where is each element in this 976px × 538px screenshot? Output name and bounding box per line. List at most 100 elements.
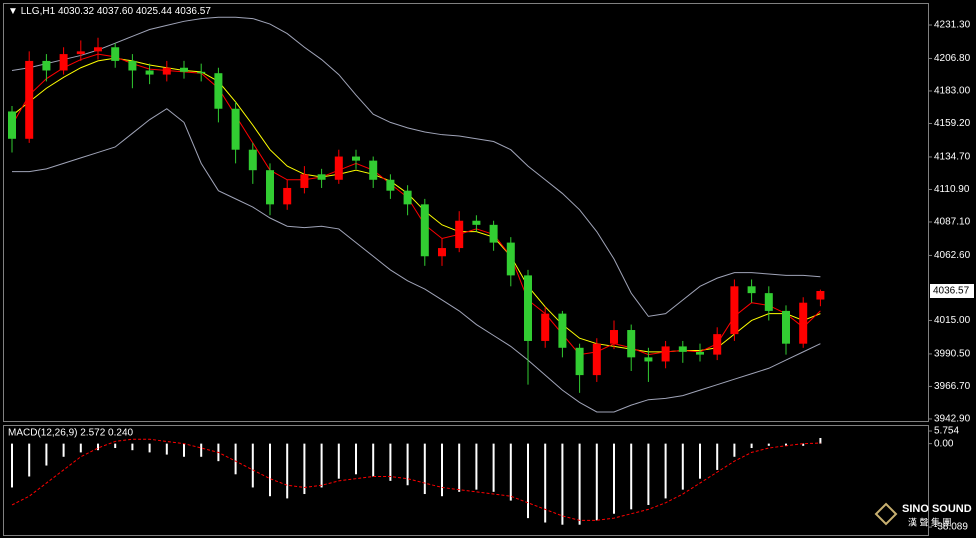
macd-bar [286,443,289,499]
y-tick-label: 4159.20 [934,118,971,129]
macd-bar [578,443,581,525]
macd-bar [45,443,48,466]
candle-body [661,346,670,362]
high-label: 4037.60 [97,6,134,17]
candle-body [369,160,378,180]
overlay-line [12,108,821,413]
macd-bar [647,443,650,505]
candle-body [386,179,395,191]
symbol: ▼ [8,6,21,17]
close-label: 4036.57 [175,6,212,17]
chart-header: ▼ LLG,H1 4030.32 4037.60 4025.44 4036.57 [8,6,211,17]
candle-body [162,67,171,75]
candle-body [59,54,68,71]
candle-body [8,111,16,139]
open-label: 4030.32 [58,6,95,17]
candle-body [678,346,687,352]
macd-bar [527,443,529,519]
macd-bar [750,443,753,449]
y-tick-label: 4134.70 [934,152,971,163]
macd-bar [183,443,185,457]
candle-body [248,149,257,171]
candle-body [747,286,756,294]
macd-bar [630,443,633,510]
candle-body [438,248,446,257]
macd-frame [3,425,929,536]
macd-title: MACD(12,26,9) 2.572 0.240 [8,428,134,439]
macd-bar [355,443,357,475]
candle-body [231,108,240,150]
price-marker [930,283,974,298]
y-tick-label: 4015.00 [934,315,971,326]
candle-body [575,347,584,376]
macd-bar [269,443,271,497]
price-frame [3,3,929,422]
candle-body [94,47,102,52]
candle-body [506,242,515,276]
candle-body [713,334,722,355]
macd-bar [423,443,426,495]
candle-body [696,351,704,355]
candle-body [42,60,51,71]
candle-body [214,73,223,109]
candle-body [455,220,464,249]
macd-bar [11,443,13,488]
y-tick-label: 3966.70 [934,381,971,392]
macd-bar [802,443,805,446]
macd-bar [492,443,495,492]
price-marker-label: 4036.57 [933,286,970,297]
macd-bar [406,443,409,486]
y-tick-label: 4087.10 [934,217,971,228]
candle-body [592,343,601,376]
macd-bar [372,443,375,477]
macd-bar [733,443,736,457]
macd-bar [681,443,684,490]
macd-bar [303,443,306,495]
y-tick-label: 4231.30 [934,20,971,31]
symbol-label: LLG,H1 [21,6,56,17]
y-tick-label: 0.00 [934,438,954,449]
macd-bar [785,443,787,446]
logo-icon [874,502,898,526]
y-tick-label: 4062.60 [934,250,971,261]
candle-body [627,330,636,358]
macd-bar [251,443,254,488]
y-tick-label: 3990.50 [934,349,971,360]
candle-body [266,170,274,205]
macd-bar [544,443,547,523]
macd-bar [819,437,822,444]
candle-body [524,275,532,341]
macd-bar [148,443,151,453]
candle-body [25,60,34,139]
candle-body [145,70,154,75]
candle-body [730,286,739,335]
candle-body [111,47,120,61]
macd-bar [114,443,117,449]
macd-bar [595,443,598,521]
y-tick-label: 4206.80 [934,53,971,64]
macd-bar [699,443,701,479]
candle-body [558,313,567,348]
macd-bar [234,443,237,475]
macd-bar [337,443,340,479]
macd-bar [716,443,719,470]
macd-bar [165,443,168,455]
macd-bar [200,443,203,457]
candle-body [283,187,292,205]
candle-body [334,156,343,180]
y-tick-label: 4183.00 [934,86,971,97]
macd-bar [320,443,323,488]
macd-bar [767,443,770,446]
candle-body [541,313,550,341]
logo-subtitle: 漢 聲 集 團 [908,516,952,527]
candle-body [799,302,808,344]
y-tick-label: 5.754 [934,426,959,437]
macd-bar [458,443,461,492]
macd-bar [509,443,512,501]
macd-bar [131,443,134,451]
candle-body [76,51,85,55]
macd-bar [664,443,667,499]
candle-body [180,67,188,72]
candle-body [197,71,206,74]
